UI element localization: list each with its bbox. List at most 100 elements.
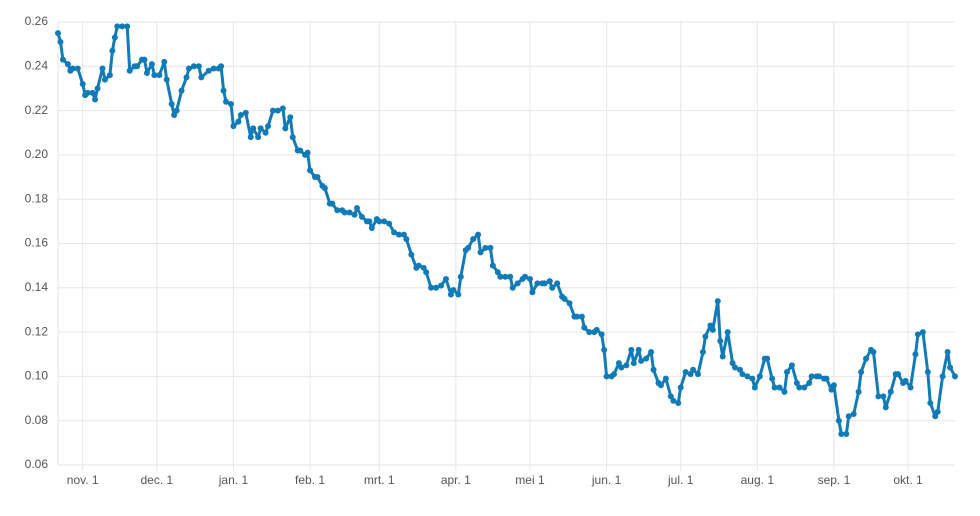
data-point (304, 149, 311, 156)
data-point (554, 280, 561, 287)
data-point (109, 47, 116, 54)
x-tick-label: mrt. 1 (364, 473, 395, 487)
data-point (111, 34, 118, 41)
data-point (269, 107, 276, 114)
data-point (307, 167, 314, 174)
data-point (628, 346, 635, 353)
y-tick-label: 0.10 (25, 369, 49, 383)
data-point (255, 134, 262, 141)
data-point (69, 65, 76, 72)
data-point (84, 89, 91, 96)
data-point (623, 362, 630, 369)
data-point (141, 56, 148, 63)
data-point (858, 368, 865, 375)
data-point (321, 185, 328, 192)
x-tick-label: jul. 1 (667, 473, 694, 487)
data-point (927, 399, 934, 406)
data-point (719, 353, 726, 360)
data-point (250, 125, 257, 132)
data-point (265, 123, 272, 130)
data-point (415, 262, 422, 269)
data-point (156, 72, 163, 79)
data-point (79, 81, 86, 88)
data-point (682, 368, 689, 375)
data-point (695, 371, 702, 378)
data-point (475, 231, 482, 238)
data-point (334, 207, 341, 214)
data-point (143, 69, 150, 76)
data-point (615, 360, 622, 367)
data-point (274, 107, 281, 114)
data-point (581, 324, 588, 331)
data-point (756, 373, 763, 380)
data-point (934, 408, 941, 415)
x-tick-label: feb. 1 (295, 473, 325, 487)
data-point (744, 373, 751, 380)
data-point (148, 61, 155, 68)
data-point (603, 373, 610, 380)
data-point (151, 72, 158, 79)
data-point (843, 430, 850, 437)
data-point (650, 366, 657, 373)
data-point (870, 349, 877, 356)
data-point (465, 244, 472, 251)
data-point (354, 205, 360, 212)
data-point (952, 373, 958, 380)
data-point (341, 209, 348, 216)
data-point (428, 284, 435, 291)
data-point (64, 61, 71, 68)
x-tick-label: jun. 1 (591, 473, 622, 487)
y-tick-label: 0.24 (25, 58, 49, 72)
data-point (724, 329, 731, 336)
data-point (329, 200, 336, 207)
y-tick-label: 0.16 (25, 236, 49, 250)
data-point (657, 382, 664, 389)
data-point (729, 360, 736, 367)
data-point (793, 380, 800, 387)
data-point (677, 384, 684, 391)
data-point (643, 355, 650, 362)
y-tick-label: 0.08 (25, 413, 49, 427)
data-point (190, 63, 197, 70)
data-point (808, 373, 815, 380)
data-point (509, 284, 516, 291)
data-point (783, 368, 790, 375)
data-point (351, 211, 358, 218)
data-point (487, 244, 494, 251)
x-tick-label: apr. 1 (441, 473, 471, 487)
data-point (489, 262, 496, 269)
data-point (134, 63, 141, 70)
data-point (939, 373, 946, 380)
data-point (502, 273, 509, 280)
data-point (218, 63, 225, 70)
data-point (919, 329, 926, 336)
data-point (522, 273, 529, 280)
data-point (526, 275, 533, 282)
data-point (126, 67, 133, 74)
data-point (396, 231, 403, 238)
data-point (161, 58, 168, 65)
data-point (907, 384, 914, 391)
data-point (717, 337, 724, 344)
data-point (801, 384, 808, 391)
data-point (648, 349, 655, 356)
data-point (124, 23, 131, 30)
data-point (764, 355, 771, 362)
data-point (830, 382, 837, 389)
data-point (638, 357, 645, 364)
x-tick-label: aug. 1 (741, 473, 775, 487)
data-point (447, 291, 454, 298)
data-point (403, 236, 410, 243)
data-point (534, 280, 541, 287)
x-tick-label: nov. 1 (67, 473, 99, 487)
data-point (739, 371, 746, 378)
data-point (635, 346, 642, 353)
data-point (420, 264, 427, 271)
data-point (242, 109, 249, 116)
data-point (828, 386, 835, 393)
data-point (235, 118, 242, 125)
data-point (55, 30, 61, 37)
data-point (287, 114, 294, 121)
data-point (391, 229, 398, 236)
data-point (578, 313, 585, 320)
